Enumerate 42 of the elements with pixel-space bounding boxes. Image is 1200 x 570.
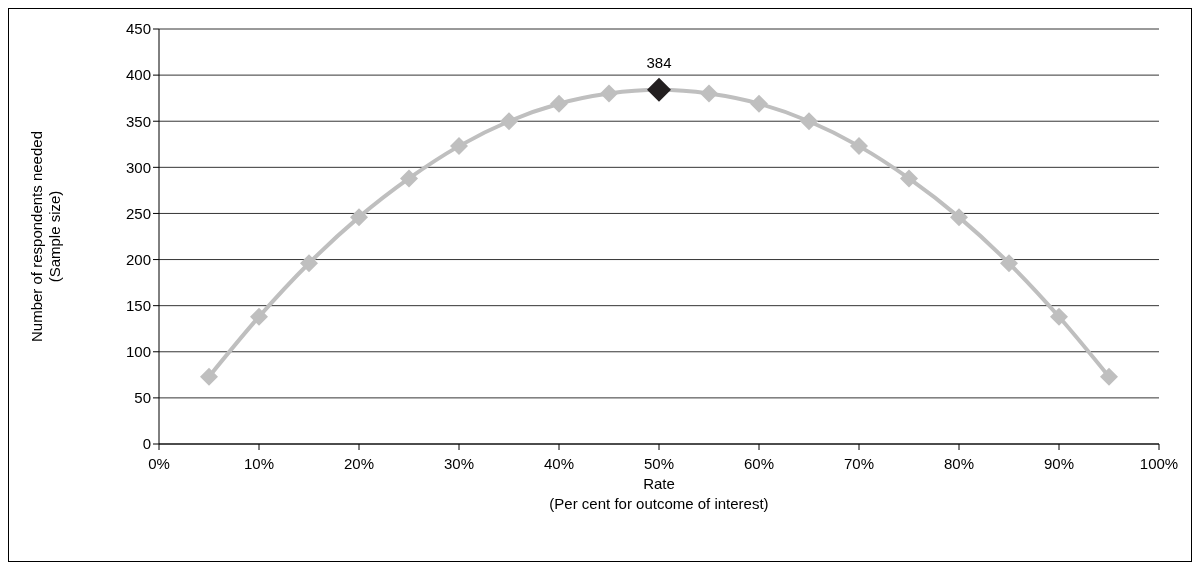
point [500, 112, 518, 131]
point [350, 208, 368, 227]
point [750, 94, 768, 113]
y-tick-label: 200 [125, 250, 151, 268]
data-label: 384 [646, 53, 672, 71]
x-tick-label: 40% [543, 454, 575, 472]
point [200, 367, 218, 386]
point [950, 208, 968, 227]
x-tick-label: 90% [1043, 454, 1075, 472]
point [600, 84, 618, 103]
x-tick-label: 30% [443, 454, 475, 472]
point [900, 169, 918, 188]
point [850, 137, 868, 156]
y-tick-label: 300 [125, 158, 151, 176]
point [1100, 367, 1118, 386]
point [300, 254, 318, 273]
y-tick-label: 250 [125, 204, 151, 222]
y-tick-label: 50 [134, 389, 151, 407]
x-tick-label: 100% [1139, 454, 1179, 472]
x-tick-label: 60% [743, 454, 775, 472]
point [400, 169, 418, 188]
x-axis-title: Rate (Per cent for outcome of interest) [549, 475, 769, 512]
y-tick-label: 0 [142, 435, 151, 453]
point [250, 307, 268, 326]
y-tick-label: 150 [125, 296, 151, 314]
point [450, 137, 468, 156]
point [1000, 254, 1018, 273]
x-tick-label: 80% [943, 454, 975, 472]
point [700, 84, 718, 103]
point [550, 94, 568, 113]
y-tick-label: 100 [125, 343, 151, 361]
point [1050, 307, 1068, 326]
x-tick-label: 0% [148, 454, 170, 472]
x-tick-label: 10% [243, 454, 275, 472]
y-tick-label: 400 [125, 66, 151, 84]
y-axis-title: Number of respondents needed (Sample size) [28, 131, 63, 342]
x-tick-label: 50% [643, 454, 675, 472]
y-tick-label: 350 [125, 112, 151, 130]
y-tick-label: 450 [125, 20, 151, 38]
x-tick-label: 70% [843, 454, 875, 472]
point [800, 112, 818, 131]
x-tick-label: 20% [343, 454, 375, 472]
